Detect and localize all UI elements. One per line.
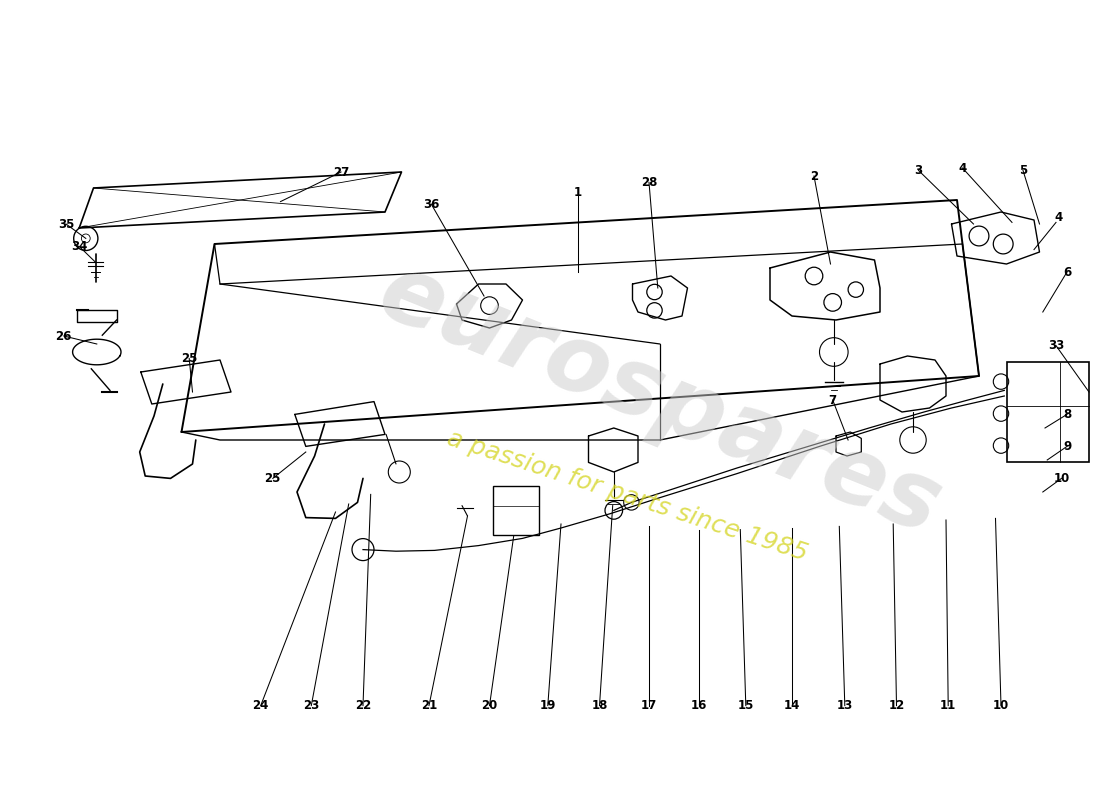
Text: 26: 26 — [56, 330, 72, 342]
Text: 8: 8 — [1063, 408, 1071, 421]
Text: 22: 22 — [355, 699, 371, 712]
Text: 15: 15 — [738, 699, 754, 712]
Text: 35: 35 — [58, 218, 74, 230]
Text: 3: 3 — [914, 164, 923, 177]
Text: 4: 4 — [958, 162, 967, 174]
Text: 5: 5 — [1019, 164, 1027, 177]
Bar — [493, 486, 539, 535]
Text: 25: 25 — [182, 352, 197, 365]
Text: 27: 27 — [333, 166, 349, 178]
Text: 9: 9 — [1063, 440, 1071, 453]
Text: 10: 10 — [993, 699, 1009, 712]
Text: 21: 21 — [421, 699, 437, 712]
Text: 24: 24 — [253, 699, 268, 712]
Text: 19: 19 — [540, 699, 556, 712]
Text: 1: 1 — [573, 186, 582, 198]
Text: 7: 7 — [828, 394, 837, 406]
Text: 33: 33 — [1048, 339, 1064, 352]
Text: 36: 36 — [424, 198, 439, 210]
Text: 11: 11 — [940, 699, 956, 712]
Text: 17: 17 — [641, 699, 657, 712]
Text: 18: 18 — [592, 699, 607, 712]
Text: eurospares: eurospares — [366, 246, 954, 554]
Text: 10: 10 — [1054, 472, 1069, 485]
Text: 2: 2 — [810, 170, 818, 182]
Text: 12: 12 — [889, 699, 904, 712]
Bar — [1006, 362, 1089, 462]
Text: 6: 6 — [1063, 266, 1071, 278]
Text: 13: 13 — [837, 699, 852, 712]
Text: 28: 28 — [641, 176, 657, 189]
Text: 23: 23 — [304, 699, 319, 712]
Text: 25: 25 — [265, 472, 280, 485]
Text: 20: 20 — [482, 699, 497, 712]
Text: 16: 16 — [691, 699, 706, 712]
Text: 14: 14 — [784, 699, 800, 712]
Text: a passion for parts since 1985: a passion for parts since 1985 — [443, 426, 811, 566]
Text: 34: 34 — [72, 240, 87, 253]
Text: 4: 4 — [1054, 211, 1063, 224]
